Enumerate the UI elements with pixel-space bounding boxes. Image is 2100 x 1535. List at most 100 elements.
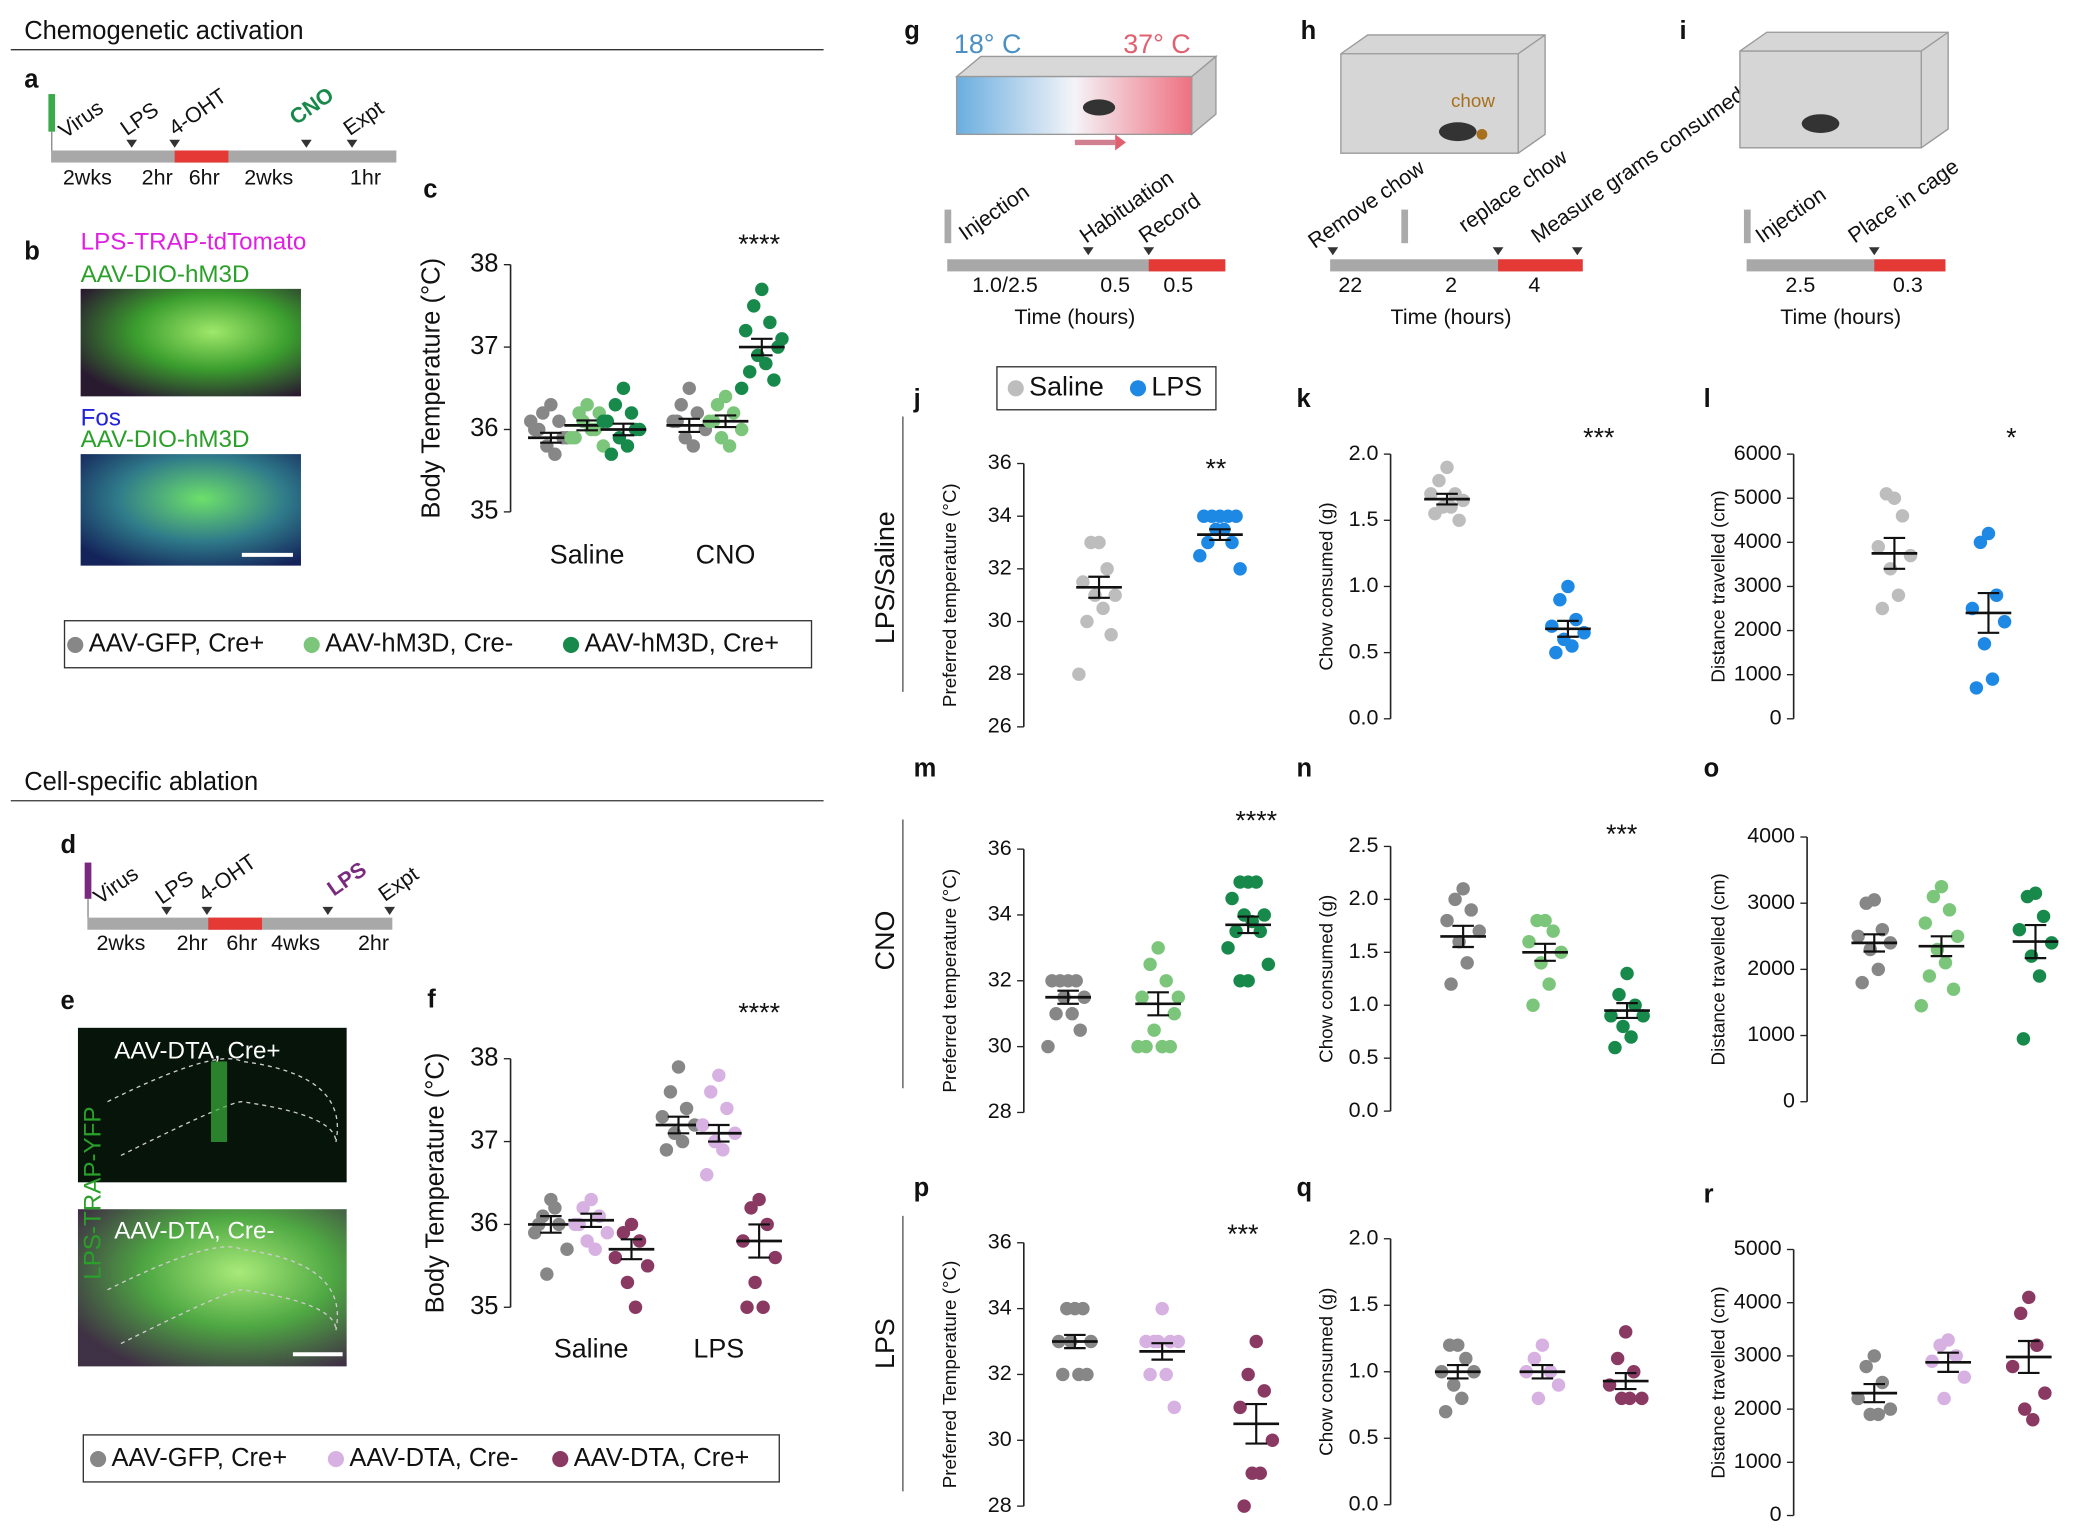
data-point xyxy=(1233,974,1247,988)
data-point xyxy=(1080,1367,1094,1382)
data-point xyxy=(1472,924,1486,938)
data-point xyxy=(734,422,749,437)
data-point xyxy=(704,1085,718,1099)
duration: 2.5 xyxy=(1785,273,1815,297)
data-point xyxy=(1225,891,1239,906)
duration: 2hr xyxy=(177,931,208,955)
data-point xyxy=(710,398,725,412)
data-point xyxy=(640,1259,655,1273)
event-label: LPS xyxy=(116,97,163,140)
data-point xyxy=(1942,903,1957,917)
data-point xyxy=(524,414,538,428)
data-point xyxy=(1883,1402,1898,1416)
panel-letter: l xyxy=(1704,385,1711,413)
y-tick-label: 1000 xyxy=(1734,1449,1782,1473)
data-point xyxy=(1432,473,1446,488)
data-point xyxy=(1080,614,1094,629)
data-point xyxy=(1438,1404,1453,1419)
error-bar xyxy=(1209,528,1231,541)
error-bar xyxy=(1064,1333,1086,1350)
panel-letter: j xyxy=(913,385,921,413)
y-tick-label: 0.0 xyxy=(1349,1491,1379,1515)
y-tick-label: 2.5 xyxy=(1349,833,1379,857)
data-point xyxy=(686,439,701,453)
data-point xyxy=(1159,1367,1173,1382)
duration: 2 xyxy=(1445,273,1457,297)
legend-label: AAV-GFP, Cre+ xyxy=(89,630,265,658)
y-tick-label: 0 xyxy=(1783,1088,1795,1112)
legend-swatch xyxy=(552,1451,569,1468)
data-point xyxy=(1233,562,1247,576)
data-point xyxy=(1229,924,1243,939)
data-point xyxy=(675,1134,690,1149)
data-point xyxy=(580,1234,594,1248)
data-point xyxy=(718,389,733,404)
data-point xyxy=(1221,941,1235,955)
y-tick-label: 30 xyxy=(988,1033,1012,1057)
panel-letter: q xyxy=(1297,1174,1313,1202)
legend-swatch xyxy=(1129,380,1147,397)
error-bar xyxy=(576,419,598,432)
data-point xyxy=(695,1118,710,1132)
data-point xyxy=(740,1300,754,1314)
data-point xyxy=(1225,535,1239,550)
image-label: AAV-DIO-hM3D xyxy=(81,261,250,288)
y-tick-label: 1000 xyxy=(1734,661,1782,685)
micrograph xyxy=(80,454,301,566)
duration: 2hr xyxy=(358,931,389,955)
y-tick-label: 4000 xyxy=(1734,529,1782,553)
y-tick-label: 28 xyxy=(988,1099,1012,1123)
y-tick-label: 0 xyxy=(1770,1502,1782,1526)
data-point xyxy=(596,439,610,453)
data-point xyxy=(1604,1009,1618,1023)
event-label: LPS xyxy=(323,857,371,901)
data-point xyxy=(1131,1039,1145,1054)
error-bar xyxy=(612,422,635,437)
y-tick-label: 28 xyxy=(988,1493,1012,1517)
error-bar xyxy=(2024,923,2047,960)
data-point xyxy=(1257,908,1272,922)
data-point xyxy=(620,1275,635,1290)
duration: 6hr xyxy=(189,165,220,189)
panel-letter: h xyxy=(1301,17,1317,45)
data-point xyxy=(1104,627,1118,642)
data-point xyxy=(576,1201,590,1215)
data-point xyxy=(678,431,692,445)
x-tick-label: Saline xyxy=(550,539,625,569)
data-point xyxy=(1041,1039,1055,1054)
data-point xyxy=(759,356,773,371)
data-point xyxy=(1456,882,1470,896)
y-tick-label: 0.5 xyxy=(1349,639,1379,663)
y-tick-label: 34 xyxy=(988,1295,1012,1319)
y-tick-label: 3000 xyxy=(1734,573,1782,597)
data-point xyxy=(690,406,705,420)
temperature-label: 37° C xyxy=(1123,29,1190,59)
error-bar xyxy=(1531,1364,1554,1380)
image-label: LPS-TRAP-tdTomato xyxy=(81,229,307,256)
data-point xyxy=(1551,1378,1566,1392)
data-point xyxy=(2013,1306,2028,1321)
y-tick-label: 2000 xyxy=(1734,1396,1782,1420)
data-point xyxy=(1442,1338,1457,1352)
temperature-label: 18° C xyxy=(954,29,1021,59)
data-point xyxy=(1871,962,1886,977)
duration: 2wks xyxy=(244,165,293,189)
data-point xyxy=(1249,1334,1263,1349)
data-point xyxy=(632,1234,647,1248)
data-point xyxy=(1167,1400,1181,1415)
x-tick-label: LPS xyxy=(693,1333,744,1363)
data-point xyxy=(1444,977,1458,991)
y-tick-label: 36 xyxy=(988,1229,1012,1253)
error-bar xyxy=(1245,1402,1267,1445)
significance: ** xyxy=(1205,453,1226,483)
significance: **** xyxy=(1235,805,1277,835)
error-bar xyxy=(580,1212,602,1228)
micrograph xyxy=(77,1209,347,1367)
data-point xyxy=(1261,957,1276,972)
data-point xyxy=(1233,875,1247,889)
data-point xyxy=(1922,969,1937,983)
data-point xyxy=(1620,966,1634,981)
data-point xyxy=(1549,645,1563,660)
data-point xyxy=(1531,1391,1546,1406)
